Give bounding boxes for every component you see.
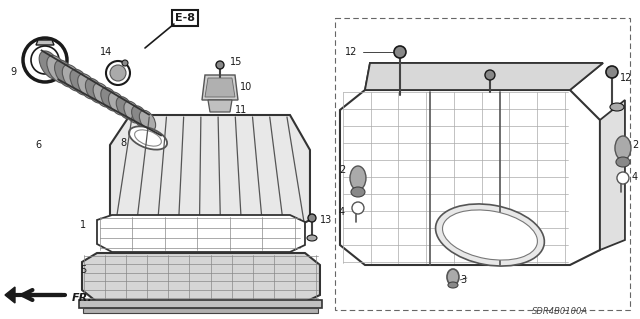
Polygon shape — [110, 115, 310, 230]
Bar — [335, 18, 630, 310]
Bar — [83, 308, 318, 313]
Ellipse shape — [216, 61, 224, 69]
Ellipse shape — [442, 210, 538, 260]
Text: 5: 5 — [80, 265, 86, 275]
Text: 12: 12 — [620, 73, 632, 83]
Ellipse shape — [39, 51, 61, 79]
Ellipse shape — [109, 92, 127, 115]
Ellipse shape — [350, 166, 366, 190]
Polygon shape — [5, 287, 15, 303]
Ellipse shape — [436, 204, 545, 266]
Ellipse shape — [617, 172, 629, 184]
Ellipse shape — [93, 83, 112, 107]
Ellipse shape — [307, 235, 317, 241]
Ellipse shape — [116, 97, 134, 119]
Polygon shape — [208, 100, 232, 112]
Ellipse shape — [101, 87, 119, 111]
Ellipse shape — [70, 69, 90, 95]
Ellipse shape — [47, 56, 68, 83]
Ellipse shape — [85, 78, 104, 103]
Polygon shape — [202, 75, 238, 100]
Ellipse shape — [308, 214, 316, 222]
Bar — [79, 300, 322, 308]
Ellipse shape — [54, 60, 76, 87]
Text: 7: 7 — [498, 67, 504, 77]
Ellipse shape — [485, 70, 495, 80]
Text: 4: 4 — [339, 207, 345, 217]
Polygon shape — [340, 90, 600, 265]
Text: 11: 11 — [235, 105, 247, 115]
Text: 14: 14 — [100, 47, 112, 57]
Ellipse shape — [447, 269, 459, 285]
Polygon shape — [365, 63, 603, 90]
Polygon shape — [36, 40, 54, 45]
Text: 13: 13 — [320, 215, 332, 225]
Text: 6: 6 — [35, 140, 41, 150]
Ellipse shape — [62, 65, 83, 91]
Polygon shape — [600, 100, 625, 250]
Text: 15: 15 — [230, 57, 243, 67]
Ellipse shape — [31, 46, 59, 74]
Ellipse shape — [122, 60, 128, 66]
Text: 10: 10 — [240, 82, 252, 92]
Ellipse shape — [351, 187, 365, 197]
Ellipse shape — [132, 106, 148, 127]
Ellipse shape — [606, 66, 618, 78]
Ellipse shape — [23, 38, 67, 82]
Ellipse shape — [615, 136, 631, 160]
Text: 12: 12 — [345, 47, 357, 57]
Text: 2: 2 — [632, 140, 638, 150]
Polygon shape — [97, 215, 305, 252]
Ellipse shape — [610, 103, 624, 111]
Ellipse shape — [77, 74, 97, 99]
Polygon shape — [205, 78, 235, 97]
Text: SDR4B0100A: SDR4B0100A — [532, 308, 588, 316]
Ellipse shape — [448, 282, 458, 288]
Polygon shape — [365, 63, 603, 90]
Ellipse shape — [129, 126, 167, 150]
Text: 8: 8 — [120, 138, 126, 148]
Text: 4: 4 — [632, 172, 638, 182]
Polygon shape — [82, 253, 320, 302]
Text: 9: 9 — [10, 67, 16, 77]
Ellipse shape — [140, 110, 156, 131]
Ellipse shape — [110, 65, 126, 81]
Ellipse shape — [616, 157, 630, 167]
Ellipse shape — [134, 130, 161, 146]
Ellipse shape — [394, 46, 406, 58]
Ellipse shape — [352, 202, 364, 214]
Text: 2: 2 — [339, 165, 345, 175]
Text: E-8: E-8 — [175, 13, 195, 23]
Text: 1: 1 — [80, 220, 86, 230]
Ellipse shape — [124, 101, 141, 123]
Text: FR.: FR. — [72, 293, 93, 303]
Ellipse shape — [106, 61, 130, 85]
Text: 3: 3 — [460, 275, 466, 285]
